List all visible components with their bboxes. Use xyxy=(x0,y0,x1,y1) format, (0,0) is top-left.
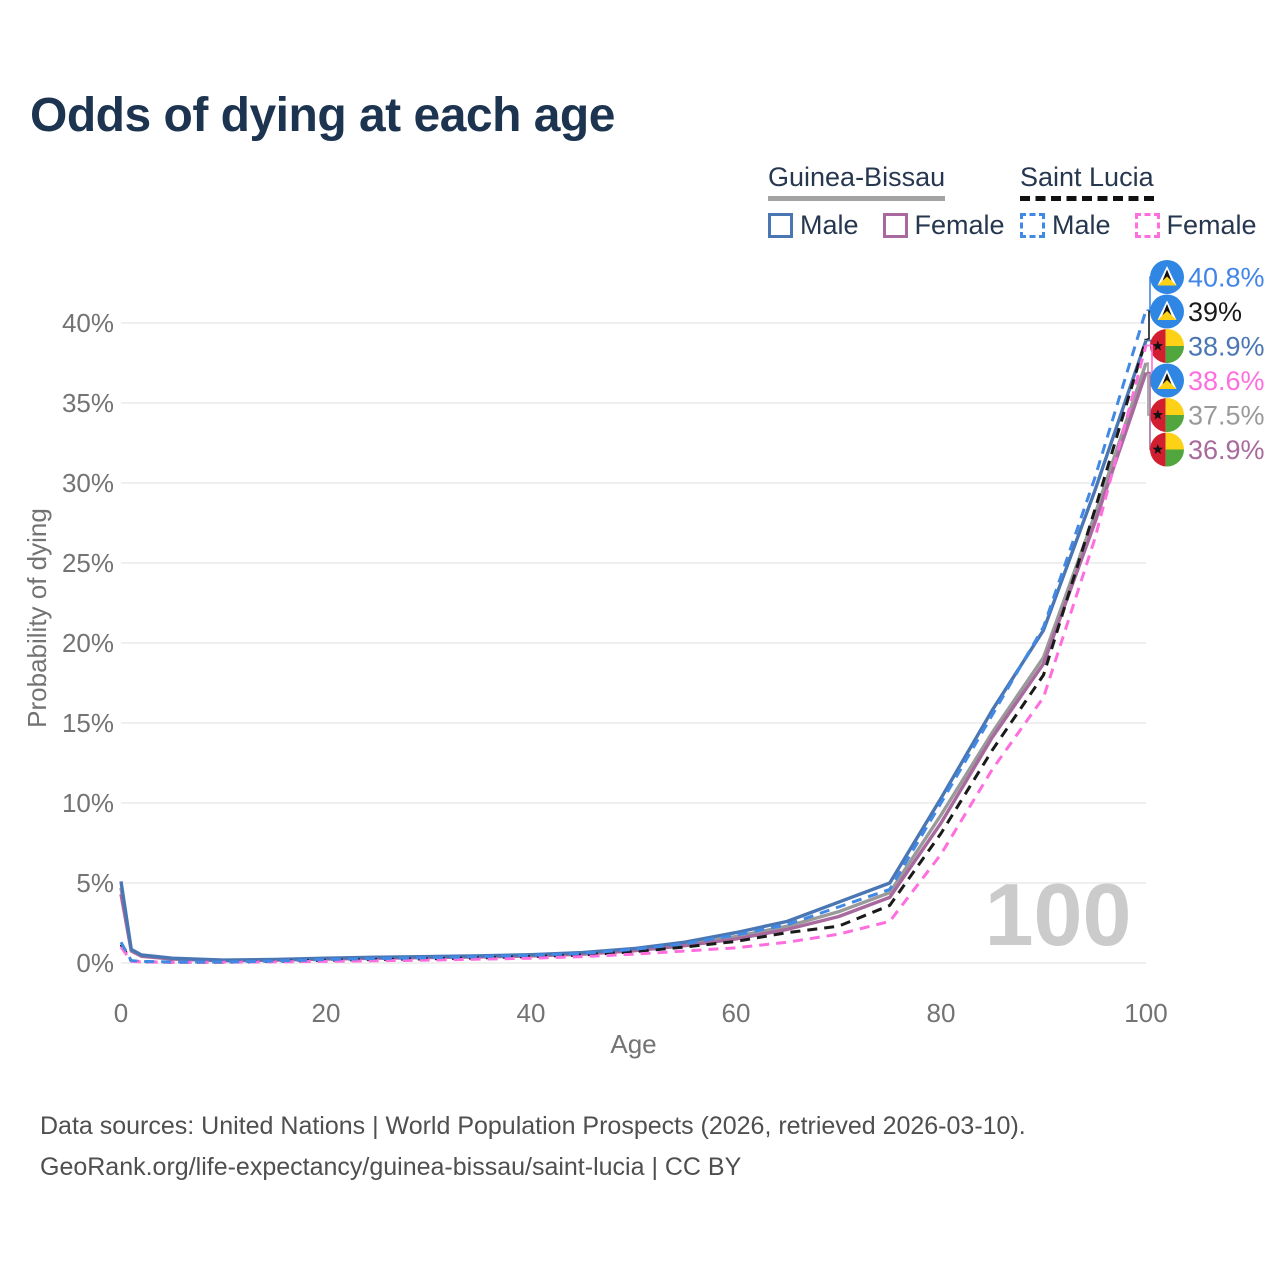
x-tick-label: 80 xyxy=(927,998,956,1028)
legend-label-sl-female[interactable]: Female xyxy=(1166,210,1257,240)
y-tick-label: 15% xyxy=(62,708,114,738)
x-tick-label: 0 xyxy=(114,998,128,1028)
y-tick-label: 30% xyxy=(62,468,114,498)
y-tick-label: 5% xyxy=(76,868,114,898)
y-tick-label: 40% xyxy=(62,308,114,338)
legend-country-guinea-bissau[interactable]: Guinea-Bissau xyxy=(768,162,946,201)
y-axis-title: Probability of dying xyxy=(22,508,52,728)
footer: Data sources: United Nations | World Pop… xyxy=(40,1106,1026,1188)
end-value-label: 39% xyxy=(1188,297,1242,327)
end-value-label: 38.9% xyxy=(1188,332,1265,362)
page-title: Odds of dying at each age xyxy=(30,89,615,142)
saint-lucia-flag-icon xyxy=(1150,363,1184,398)
x-tick-label: 20 xyxy=(312,998,341,1028)
legend-label-sl-male[interactable]: Male xyxy=(1052,210,1111,240)
guinea-bissau-flag-icon xyxy=(1150,329,1184,363)
legend-label-gb-male[interactable]: Male xyxy=(800,210,859,240)
legend-group-guinea-bissau: Guinea-Bissau Male Female xyxy=(768,162,1005,241)
x-tick-label: 100 xyxy=(1124,998,1167,1028)
series-line-sl_male[interactable] xyxy=(119,309,1148,964)
y-tick-label: 0% xyxy=(76,948,114,978)
legend-swatch-gb-female[interactable] xyxy=(882,213,908,238)
series-line-sl_female[interactable] xyxy=(119,345,1148,964)
legend-country-saint-lucia[interactable]: Saint Lucia xyxy=(1020,162,1154,201)
end-value-label: 37.5% xyxy=(1188,401,1265,431)
guinea-bissau-flag-icon xyxy=(1150,432,1184,467)
series-line-gb_male[interactable] xyxy=(119,340,1148,962)
y-tick-label: 20% xyxy=(62,628,114,658)
end-value-label: 36.9% xyxy=(1188,435,1265,465)
y-tick-label: 10% xyxy=(62,788,114,818)
y-tick-label: 35% xyxy=(62,388,114,418)
legend-swatch-gb-male[interactable] xyxy=(768,213,793,238)
legend-group-saint-lucia: Saint Lucia Male Female xyxy=(1020,162,1257,241)
saint-lucia-flag-icon xyxy=(1150,260,1184,294)
y-tick-label: 25% xyxy=(62,548,114,578)
end-value-label: 40.8% xyxy=(1188,263,1265,293)
legend-swatch-sl-female[interactable] xyxy=(1134,213,1160,238)
age-watermark: 100 xyxy=(985,865,1132,964)
x-tick-label: 40 xyxy=(517,998,546,1028)
legend-label-gb-female[interactable]: Female xyxy=(914,210,1005,240)
footer-url: GeoRank.org/life-expectancy/guinea-bissa… xyxy=(40,1153,742,1181)
x-axis-title: Age xyxy=(610,1029,656,1059)
end-value-label: 38.6% xyxy=(1188,366,1265,396)
x-tick-label: 60 xyxy=(722,998,751,1028)
saint-lucia-flag-icon xyxy=(1150,294,1184,329)
footer-sources: Data sources: United Nations | World Pop… xyxy=(40,1112,1026,1140)
legend: Guinea-Bissau Male Female Saint Lucia Ma… xyxy=(0,0,1280,250)
legend-swatch-sl-male[interactable] xyxy=(1020,213,1045,238)
guinea-bissau-flag-icon xyxy=(1150,398,1184,432)
